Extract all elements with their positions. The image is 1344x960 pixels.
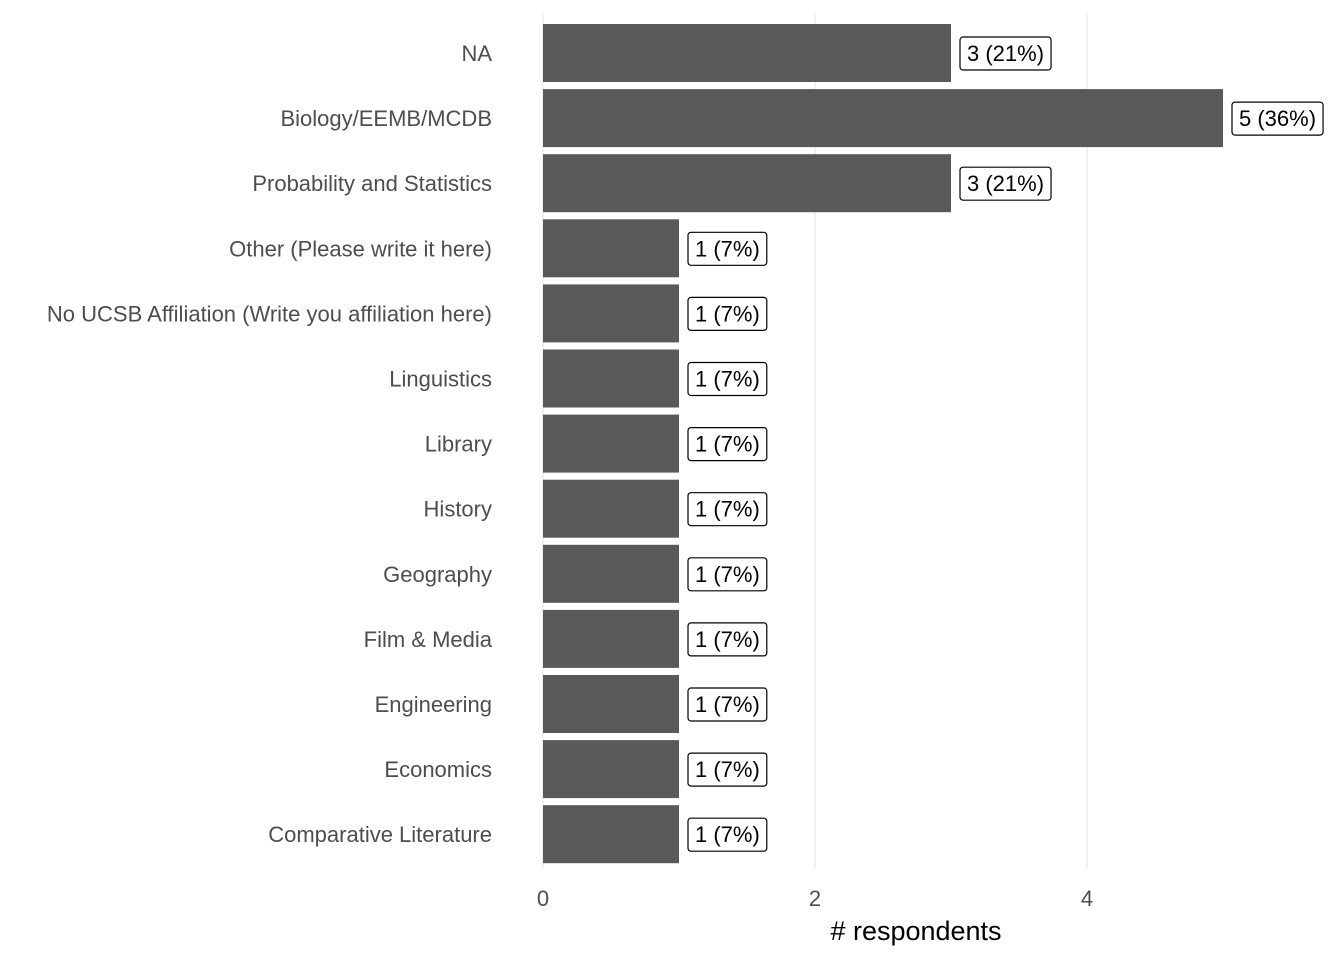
category-label: Comparative Literature — [268, 822, 492, 847]
data-label: 5 (36%) — [1231, 101, 1324, 136]
data-label-box — [687, 817, 768, 852]
data-label: 1 (7%) — [687, 492, 768, 527]
data-label-box — [959, 36, 1052, 71]
data-label-box — [687, 622, 768, 657]
bar — [543, 414, 679, 473]
data-label: 1 (7%) — [687, 622, 768, 657]
bar — [543, 740, 679, 799]
data-labels: 3 (21%) 5 (36%) 3 (21%) 1 (7%) 1 (7%) 1 (7%) 1… — [687, 36, 1324, 852]
category-label: Economics — [384, 757, 492, 782]
data-label-box — [959, 166, 1052, 201]
bar — [543, 609, 679, 668]
category-label: Probability and Statistics — [252, 171, 492, 196]
bars — [543, 24, 1223, 864]
data-label-text: 1 (7%) — [695, 692, 760, 717]
data-label-box — [687, 296, 768, 331]
bar — [543, 544, 679, 603]
data-label-text: 1 (7%) — [695, 562, 760, 587]
bar — [543, 349, 679, 408]
data-label-box — [687, 687, 768, 722]
category-label: No UCSB Affiliation (Write you affiliati… — [47, 301, 492, 326]
data-label-box — [687, 557, 768, 592]
category-label: Geography — [383, 562, 492, 587]
data-label: 3 (21%) — [959, 166, 1052, 201]
x-axis-title: # respondents — [830, 916, 1001, 946]
bar — [543, 154, 951, 213]
data-label-text: 1 (7%) — [695, 497, 760, 522]
data-label: 3 (21%) — [959, 36, 1052, 71]
data-label-text: 1 (7%) — [695, 757, 760, 782]
data-label-text: 1 (7%) — [695, 822, 760, 847]
category-label: Linguistics — [389, 367, 492, 392]
data-label: 1 (7%) — [687, 557, 768, 592]
data-label-text: 1 (7%) — [695, 236, 760, 261]
category-label: History — [424, 497, 492, 522]
bar — [543, 675, 679, 733]
bar — [543, 805, 679, 864]
bar — [543, 284, 679, 343]
data-label: 1 (7%) — [687, 427, 768, 462]
category-labels: NA Biology/EEMB/MCDB Probability and Stati… — [47, 41, 493, 847]
data-label: 1 (7%) — [687, 817, 768, 852]
category-label: Other (Please write it here) — [229, 236, 492, 261]
category-label: Biology/EEMB/MCDB — [280, 106, 492, 131]
x-axis-ticks: 0 2 4 — [537, 886, 1093, 911]
data-label-text: 1 (7%) — [695, 301, 760, 326]
bar — [543, 479, 679, 538]
category-label: Library — [425, 432, 492, 457]
data-label: 1 (7%) — [687, 752, 768, 787]
bar — [543, 89, 1223, 148]
x-tick-label: 4 — [1081, 886, 1093, 911]
data-label-text: 1 (7%) — [695, 432, 760, 457]
data-label-box — [687, 361, 768, 397]
x-tick-label: 2 — [809, 886, 821, 911]
data-label: 1 (7%) — [687, 231, 768, 266]
data-label: 1 (7%) — [687, 361, 768, 397]
data-label-box — [687, 492, 768, 527]
category-label: Engineering — [375, 692, 492, 717]
data-label-text: 3 (21%) — [967, 171, 1044, 196]
data-label-box — [1231, 101, 1324, 136]
data-label-text: 3 (21%) — [967, 41, 1044, 66]
data-label-text: 1 (7%) — [695, 627, 760, 652]
data-label-box — [687, 231, 768, 266]
data-label-text: 5 (36%) — [1239, 106, 1316, 131]
data-label-box — [687, 427, 768, 462]
data-label: 1 (7%) — [687, 296, 768, 331]
data-label: 1 (7%) — [687, 687, 768, 722]
bar — [543, 219, 679, 278]
category-label: Film & Media — [364, 627, 493, 652]
bar — [543, 24, 951, 82]
x-tick-label: 0 — [537, 886, 549, 911]
data-label-text: 1 (7%) — [695, 367, 760, 392]
data-label-box — [687, 752, 768, 787]
category-label: NA — [461, 41, 492, 66]
